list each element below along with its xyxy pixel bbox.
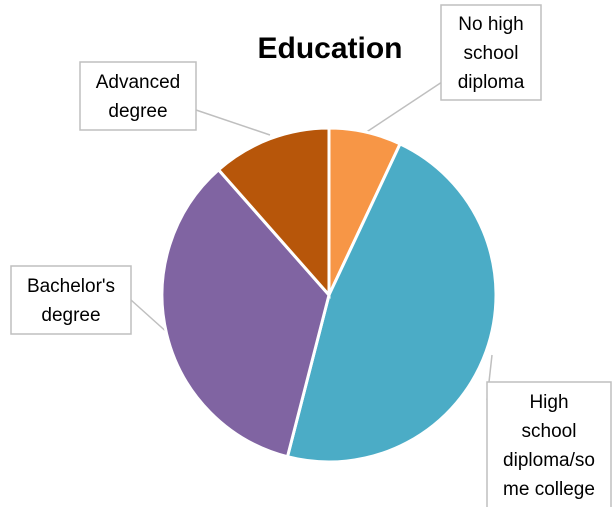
data-label-text: school: [522, 421, 577, 442]
leader-line-no-high-school-diploma: [364, 79, 446, 134]
data-label-text: degree: [108, 101, 167, 122]
leader-line-bachelor-s-degree: [130, 299, 171, 336]
data-label-text: school: [464, 43, 519, 64]
data-label-advanced-degree: Advanced degree: [79, 61, 197, 131]
data-label-text: No high: [458, 14, 524, 35]
data-label-text: diploma/so: [503, 450, 595, 471]
pie-slice-bachelor-s-degree: [160, 167, 331, 459]
data-label-no-high-school-diploma: No high school diploma: [440, 4, 542, 101]
data-label-text: Advanced: [96, 72, 181, 93]
data-label-box: [440, 4, 542, 101]
data-label-box: [10, 265, 132, 335]
data-label-text: degree: [41, 305, 100, 326]
data-label-text: me college: [503, 479, 595, 500]
data-label-box: [79, 61, 197, 131]
data-label-high-school-diploma-some-college: High school diploma/so me college: [486, 381, 612, 507]
chart-title: Education: [257, 32, 402, 65]
data-label-callouts: No high school diploma High school diploma/so…: [10, 4, 612, 507]
data-label-text: High: [529, 392, 568, 413]
data-label-box: [486, 381, 612, 507]
pie-slices: [160, 126, 498, 464]
data-label-text: Bachelor's: [27, 276, 115, 297]
data-label-text: diploma: [458, 72, 525, 93]
pie-slice-high-school-diploma-some-college: [285, 141, 498, 464]
data-label-bachelor-s-degree: Bachelor's degree: [10, 265, 132, 335]
pie-slice-advanced-degree: [216, 126, 331, 299]
leader-line-advanced-degree: [195, 109, 271, 136]
